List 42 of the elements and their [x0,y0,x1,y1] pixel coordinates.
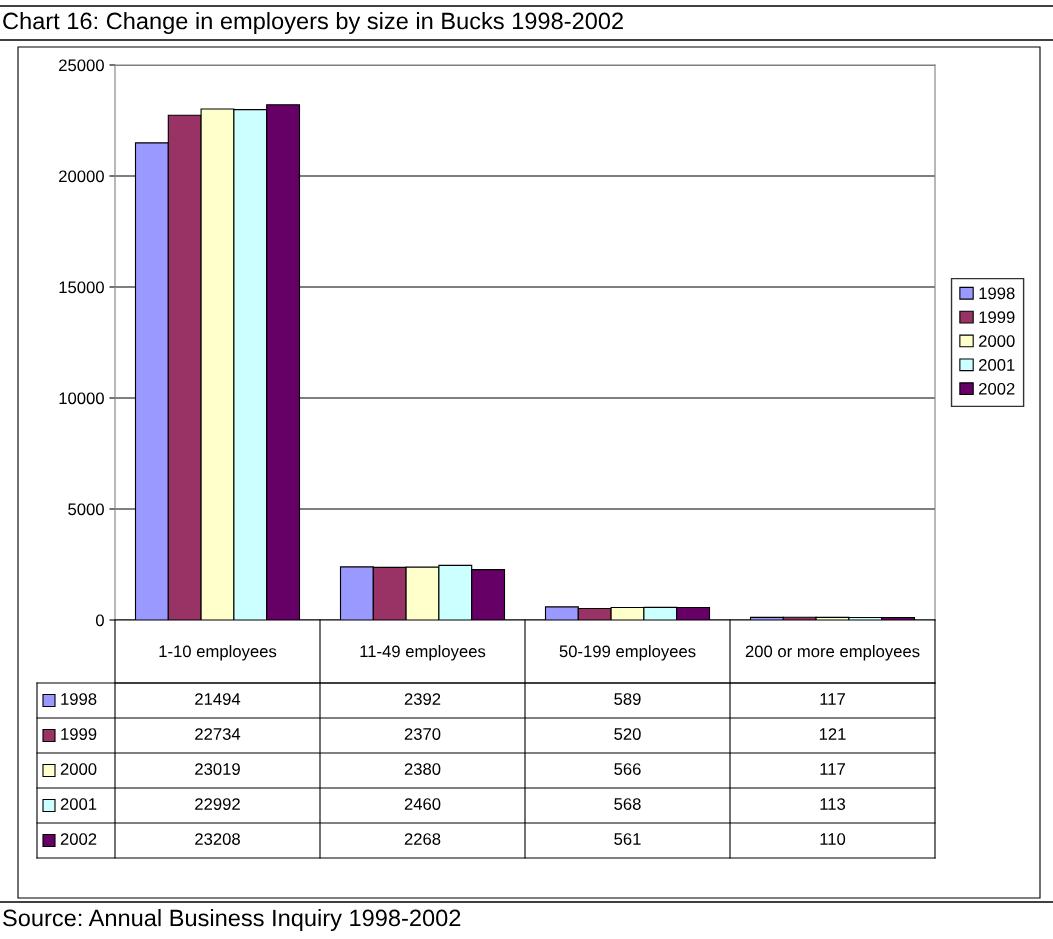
data-label: 589 [614,693,641,705]
data-label: 2392 [404,693,441,705]
text: 1999 [979,311,1015,324]
y-tick-label: 20000 [59,170,104,183]
x-tick-label: 50-199 employees [559,645,696,661]
data-label: 22992 [195,798,240,810]
y-tick-label: 10000 [59,392,104,405]
data-label: 22734 [195,728,241,740]
data-label: 23019 [195,763,240,775]
data-label: 568 [614,798,641,810]
data-label: 2268 [404,833,441,845]
data-label: 2380 [404,763,441,775]
legend-label: 2001 [979,359,1015,371]
x-tick-label: 200 or more employees [745,645,920,661]
y-tick-label: 15000 [59,281,104,294]
data-label: 23208 [195,833,240,845]
text: 2001 [60,798,97,810]
data-label: 110 [820,833,846,845]
x-tick-label: 1-10 employees [159,645,277,661]
legend-label: 2000 [979,335,1015,347]
data-label: 520 [614,728,641,740]
source-note: Source: Annual Business Inquiry 1998-2002 [3,908,461,932]
legend-label: 1999 [61,728,97,740]
data-label: 561 [614,833,641,845]
data-label: 2460 [404,798,441,810]
y-tick-label: 5000 [68,503,104,516]
data-label: 21494 [195,693,241,705]
legend-label: 2002 [979,382,1015,395]
y-tick-label: 25000 [59,59,104,72]
data-label: 566 [614,763,641,775]
data-label: 121 [819,728,846,740]
x-tick-label: 11-49 employees [360,645,486,661]
y-tick-label: 0 [95,614,104,627]
text: 1998 [979,287,1015,300]
legend-label: 1998 [61,693,97,705]
data-label: 117 [820,763,845,775]
text: 2002 [60,833,97,845]
data-label: 113 [820,798,846,810]
text: 2000 [60,763,97,775]
chart-title: Chart 16: Change in employers by size in Bucks 1998-2002 [3,12,623,34]
data-label: 117 [820,693,845,705]
data-label: 2370 [404,728,441,740]
